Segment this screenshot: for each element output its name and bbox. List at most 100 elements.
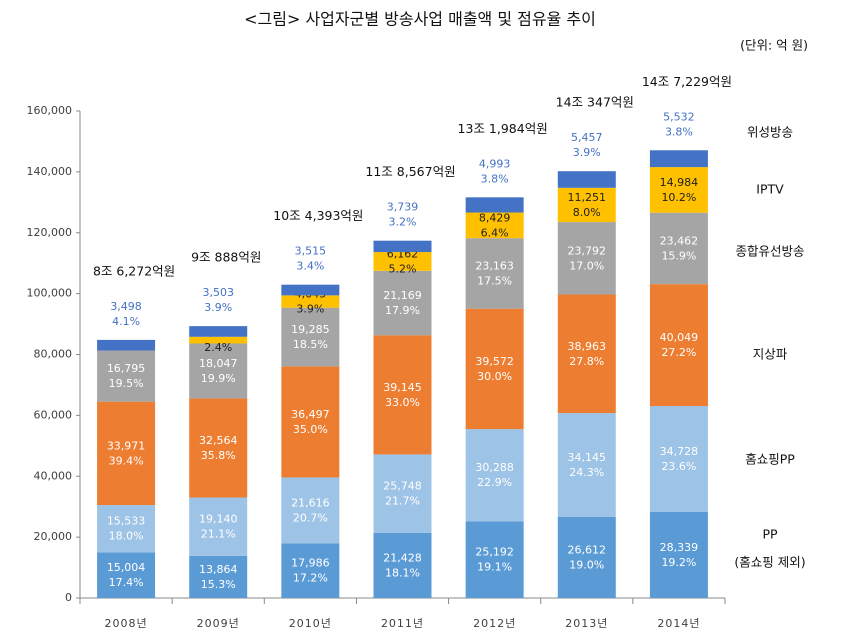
bar-segment — [97, 350, 156, 402]
total-label: 13조 1,984억원 — [458, 121, 548, 136]
value-label: 13,864 — [199, 563, 238, 576]
share-label: 17.0% — [569, 259, 604, 272]
value-label: 17,986 — [291, 557, 330, 570]
total-label: 9조 888억원 — [191, 250, 261, 265]
value-label: 25,748 — [383, 480, 422, 493]
bar-segment — [281, 284, 340, 296]
value-label: 30,288 — [475, 461, 514, 474]
share-label: 19.2% — [661, 556, 696, 569]
share-label: 15.9% — [661, 249, 696, 262]
bar-segment — [557, 187, 616, 223]
share-label: 10.2% — [661, 191, 696, 204]
value-label: 19,140 — [199, 513, 238, 526]
share-label: 30.0% — [477, 370, 512, 383]
legend-label: 위성방송 — [747, 125, 793, 140]
x-tick-label: 2009년 — [197, 617, 240, 630]
value-label: 19,285 — [291, 323, 330, 336]
bar-segment — [373, 240, 432, 253]
y-tick-label: 20,000 — [34, 530, 73, 543]
unit-label: (단위: 억 원) — [740, 38, 808, 53]
bar-segment — [465, 197, 524, 213]
bar-segment — [649, 406, 708, 512]
bar-segment — [649, 150, 708, 168]
bar-segment — [649, 284, 708, 407]
bar-segment — [649, 167, 708, 213]
share-label: 22.9% — [477, 476, 512, 489]
y-tick-label: 120,000 — [27, 226, 73, 239]
value-label: 8,429 — [479, 211, 511, 224]
share-label: 17.4% — [109, 576, 144, 589]
x-tick-label: 2010년 — [289, 617, 332, 630]
legend-note: (홈쇼핑 제외) — [734, 555, 805, 570]
total-label: 10조 4,393억원 — [273, 208, 363, 223]
share-label: 23.6% — [661, 460, 696, 473]
bar-segment — [557, 171, 616, 188]
share-label: 18.5% — [293, 338, 328, 351]
y-tick-label: 160,000 — [27, 104, 73, 117]
share-label: 3.4% — [296, 260, 324, 273]
share-label: 5.2% — [389, 262, 417, 275]
bar-segment — [281, 307, 340, 367]
value-label: 23,462 — [660, 234, 699, 247]
share-label: 19.9% — [201, 372, 236, 385]
value-label: 15,004 — [107, 561, 146, 574]
value-label: 11,251 — [568, 191, 607, 204]
bar-segment — [97, 401, 156, 506]
bar-segment — [189, 398, 248, 498]
share-label: 19.1% — [477, 561, 512, 574]
value-label: 38,963 — [568, 340, 607, 353]
y-tick-label: 80,000 — [34, 348, 73, 361]
chart-title: <그림> 사업자군별 방송사업 매출액 및 점유율 추이 — [244, 10, 596, 29]
value-label: 15,533 — [107, 515, 146, 528]
share-label: 21.1% — [201, 528, 236, 541]
share-label: 24.3% — [569, 466, 604, 479]
legend-label: 종합유선방송 — [735, 244, 804, 259]
legend-label: 지상파 — [753, 347, 788, 362]
bar-segment — [281, 366, 340, 478]
bar-segment — [97, 505, 156, 553]
bar-segment — [649, 511, 708, 598]
value-label: 21,169 — [383, 289, 422, 302]
value-label: 33,971 — [107, 439, 146, 452]
share-label: 35.0% — [293, 423, 328, 436]
share-label: 27.8% — [569, 355, 604, 368]
value-label: 14,984 — [660, 176, 699, 189]
y-tick-label: 0 — [65, 591, 72, 604]
bar-segment — [465, 212, 524, 239]
value-label: 3,739 — [387, 201, 419, 214]
value-label: 23,163 — [475, 259, 514, 272]
value-label: 39,145 — [383, 381, 422, 394]
value-label: 40,049 — [660, 331, 699, 344]
value-label: 3,515 — [295, 245, 327, 258]
value-label: 39,572 — [475, 355, 514, 368]
share-label: 3.8% — [665, 125, 693, 138]
bar-segment — [189, 336, 248, 344]
x-tick-label: 2008년 — [105, 617, 148, 630]
value-label: 3,503 — [202, 286, 234, 299]
value-label: 21,428 — [383, 551, 422, 564]
value-label: 36,497 — [291, 408, 330, 421]
share-label: 17.2% — [293, 572, 328, 585]
value-label: 18,047 — [199, 357, 238, 370]
share-label: 3.9% — [296, 303, 324, 316]
bar-segment — [97, 552, 156, 598]
value-label: 16,795 — [107, 362, 146, 375]
share-label: 3.9% — [204, 301, 232, 314]
y-tick-label: 140,000 — [27, 165, 73, 178]
value-label: 3,498 — [110, 300, 142, 313]
share-label: 2.4% — [204, 341, 232, 354]
bar-segment — [649, 212, 708, 285]
share-label: 18.0% — [109, 530, 144, 543]
bar-segment — [281, 477, 340, 544]
bar-segment — [189, 343, 248, 399]
x-tick-label: 2013년 — [565, 617, 608, 630]
value-label: 4,993 — [479, 157, 511, 170]
value-label: 23,792 — [568, 244, 607, 257]
share-label: 15.3% — [201, 578, 236, 591]
share-label: 17.9% — [385, 304, 420, 317]
value-label: 26,612 — [568, 543, 607, 556]
legend-label: IPTV — [756, 182, 784, 197]
bar-segment — [373, 532, 432, 598]
bar-segment — [465, 308, 524, 430]
